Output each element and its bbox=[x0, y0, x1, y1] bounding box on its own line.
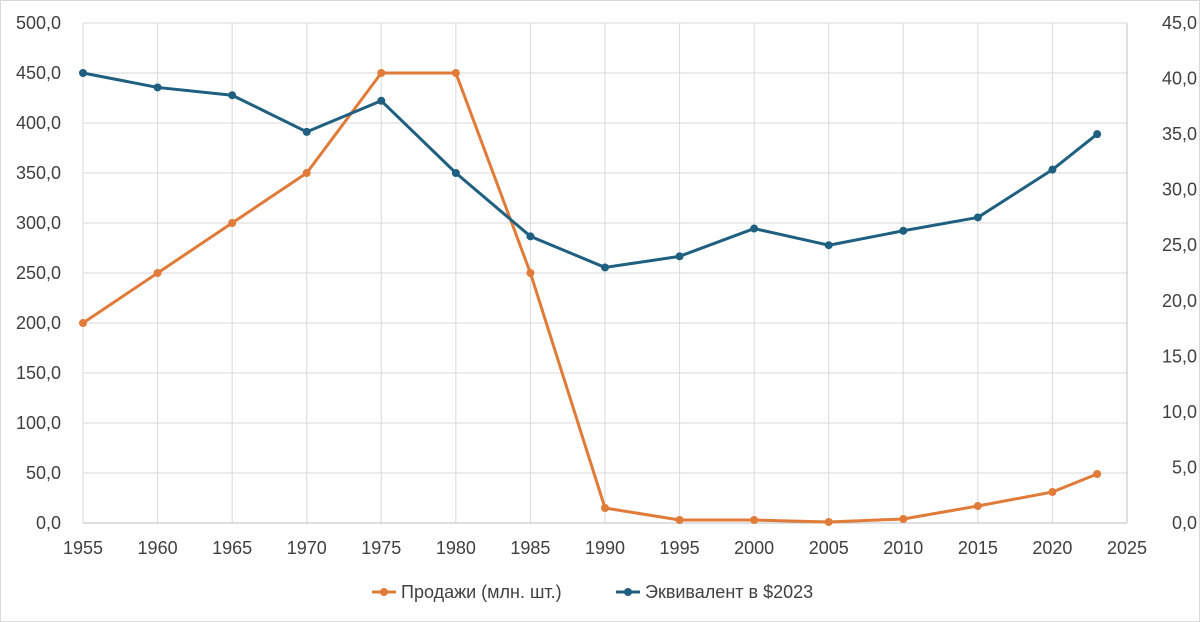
x-tick-label: 1985 bbox=[510, 538, 550, 558]
series-0 bbox=[79, 69, 1102, 526]
data-point bbox=[79, 319, 87, 327]
y-right-tick-label: 0,0 bbox=[1172, 513, 1197, 533]
data-point bbox=[750, 224, 759, 233]
y-left-tick-label: 200,0 bbox=[16, 313, 61, 333]
legend: Продажи (млн. шт.) Эквивалент в $2023 bbox=[372, 582, 813, 602]
axes: 1955 1960 1965 1970 1975 1980 1985 1990 1995 2000… bbox=[16, 13, 1197, 558]
series-1 bbox=[79, 69, 1102, 272]
data-point bbox=[675, 516, 684, 524]
legend-item: Эквивалент в $2023 bbox=[616, 582, 813, 602]
x-tick-label: 1980 bbox=[436, 538, 476, 558]
data-point bbox=[451, 169, 460, 177]
data-point bbox=[153, 83, 162, 92]
x-tick-label: 1990 bbox=[585, 538, 625, 558]
data-point bbox=[973, 213, 982, 222]
data-point bbox=[824, 518, 833, 526]
data-point bbox=[79, 69, 87, 77]
legend-label: Эквивалент в $2023 bbox=[645, 582, 813, 602]
x-tick-label: 1965 bbox=[212, 538, 252, 558]
data-point bbox=[675, 252, 684, 261]
data-point bbox=[526, 232, 535, 241]
y-left-tick-label: 450,0 bbox=[16, 63, 61, 83]
data-point bbox=[377, 96, 386, 105]
x-tick-label: 2010 bbox=[883, 538, 923, 558]
data-point bbox=[228, 91, 237, 100]
x-tick-label: 1995 bbox=[660, 538, 700, 558]
x-tick-label: 2005 bbox=[809, 538, 849, 558]
x-tick-label: 2025 bbox=[1107, 538, 1147, 558]
data-point bbox=[526, 269, 535, 277]
data-point bbox=[601, 504, 609, 512]
legend-label: Продажи (млн. шт.) bbox=[401, 582, 562, 602]
x-tick-label: 2020 bbox=[1032, 538, 1072, 558]
data-point bbox=[377, 69, 386, 77]
legend-swatch-marker bbox=[624, 588, 632, 596]
x-tick-label: 2000 bbox=[734, 538, 774, 558]
x-tick-label: 1955 bbox=[63, 538, 103, 558]
y-right-tick-label: 35,0 bbox=[1162, 124, 1197, 144]
x-tick-label: 1970 bbox=[287, 538, 327, 558]
y-right-tick-label: 10,0 bbox=[1162, 402, 1197, 422]
y-right-tick-label: 5,0 bbox=[1172, 457, 1197, 477]
data-point bbox=[1093, 470, 1102, 478]
y-left-tick-label: 400,0 bbox=[16, 113, 61, 133]
y-right-tick-label: 15,0 bbox=[1162, 346, 1197, 366]
x-tick-label: 2015 bbox=[958, 538, 998, 558]
y-left-tick-label: 150,0 bbox=[16, 363, 61, 383]
data-point bbox=[601, 263, 609, 272]
y-right-tick-label: 30,0 bbox=[1162, 180, 1197, 200]
y-right-tick-label: 25,0 bbox=[1162, 235, 1197, 255]
data-point bbox=[228, 219, 237, 227]
y-right-tick-label: 40,0 bbox=[1162, 69, 1197, 89]
data-point bbox=[302, 127, 311, 136]
y-right-tick-label: 20,0 bbox=[1162, 291, 1197, 311]
data-point bbox=[824, 241, 833, 250]
y-left-tick-label: 300,0 bbox=[16, 213, 61, 233]
y-left-tick-label: 100,0 bbox=[16, 413, 61, 433]
data-point bbox=[899, 226, 908, 235]
x-tick-label: 1975 bbox=[361, 538, 401, 558]
data-point bbox=[1048, 488, 1057, 496]
legend-item: Продажи (млн. шт.) bbox=[372, 582, 562, 602]
y-right-tick-label: 45,0 bbox=[1162, 13, 1197, 33]
data-point bbox=[302, 169, 311, 177]
data-point bbox=[153, 269, 162, 277]
data-point bbox=[750, 516, 759, 524]
series-layer bbox=[79, 69, 1102, 526]
data-point bbox=[973, 502, 982, 510]
y-left-tick-label: 250,0 bbox=[16, 263, 61, 283]
y-left-tick-label: 350,0 bbox=[16, 163, 61, 183]
data-point bbox=[451, 69, 460, 77]
y-left-tick-label: 0,0 bbox=[36, 513, 61, 533]
legend-swatch-marker bbox=[380, 588, 388, 596]
data-point bbox=[899, 515, 908, 523]
y-left-tick-label: 50,0 bbox=[26, 463, 61, 483]
x-tick-label: 1960 bbox=[138, 538, 178, 558]
data-point bbox=[1093, 130, 1102, 139]
data-point bbox=[1048, 165, 1057, 174]
y-left-tick-label: 500,0 bbox=[16, 13, 61, 33]
